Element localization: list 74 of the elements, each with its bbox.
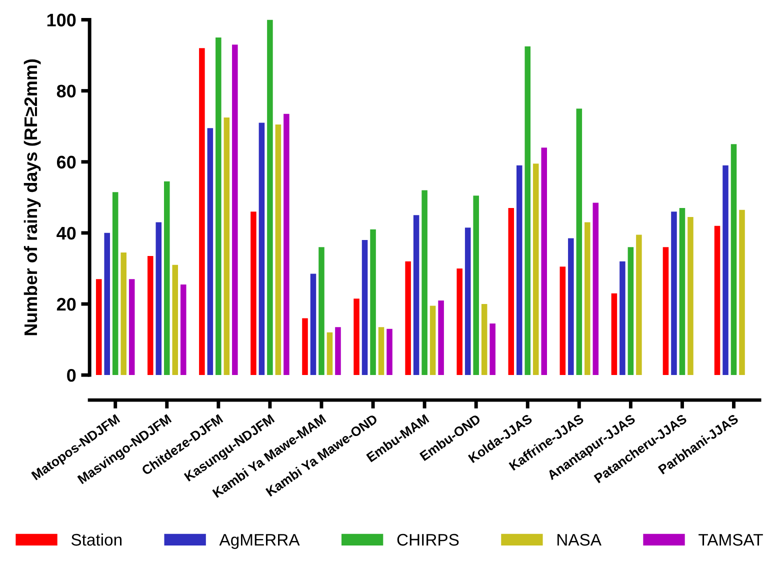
bar (120, 252, 126, 376)
bar (378, 327, 384, 376)
bar (422, 190, 428, 376)
bar (714, 226, 720, 376)
bar (96, 279, 102, 376)
bar (584, 222, 590, 376)
bar (302, 318, 308, 376)
y-tick-label: 100 (47, 14, 76, 26)
bar (662, 247, 669, 376)
bar (112, 192, 118, 376)
y-tick-label: 0 (67, 368, 76, 382)
bar (671, 212, 677, 376)
bar (172, 264, 178, 376)
bar (180, 284, 186, 376)
legend-label: TAMSAT (698, 534, 763, 546)
bar (430, 306, 436, 376)
bar (464, 228, 471, 376)
bar (104, 232, 110, 376)
y-tick-label: 80 (56, 84, 76, 98)
bar (275, 124, 282, 376)
bar (335, 327, 341, 376)
bar (636, 234, 642, 376)
bar (148, 256, 154, 376)
bar (481, 304, 488, 376)
bar (628, 247, 634, 376)
bar (508, 208, 514, 376)
legend-label: NASA (557, 534, 602, 546)
bar (405, 261, 411, 376)
bar (156, 222, 162, 376)
bar (560, 266, 566, 376)
bar (688, 216, 694, 376)
legend-label: Station (71, 533, 122, 546)
bar (164, 181, 170, 376)
y-axis-title: Number of rainy days (RF≥2mm) (24, 59, 41, 336)
bar (541, 148, 547, 376)
bar (473, 196, 479, 376)
bar (576, 108, 582, 376)
bar (456, 268, 462, 376)
bar (267, 20, 273, 376)
legend-label: CHIRPS (397, 534, 459, 546)
bar (730, 144, 737, 376)
bar (232, 44, 238, 376)
y-tick-label: 40 (56, 226, 76, 240)
bar (532, 164, 539, 376)
y-tick-label: 20 (56, 298, 76, 311)
bar (620, 261, 626, 376)
bar (207, 128, 214, 376)
bar (438, 300, 444, 376)
bar (310, 274, 316, 376)
bar (679, 208, 686, 376)
bar (568, 238, 574, 376)
bar (490, 324, 496, 376)
bar (318, 247, 324, 376)
legend-label: AgMERRA (219, 534, 300, 549)
bar (722, 165, 728, 376)
bar (216, 38, 222, 376)
y-tick-label: 60 (56, 156, 76, 169)
bar (592, 202, 599, 376)
bar (224, 117, 230, 376)
bar (413, 215, 420, 376)
bar (199, 48, 205, 376)
bar (524, 46, 531, 376)
bar (258, 122, 265, 376)
bar (250, 212, 256, 376)
bar (284, 114, 290, 376)
bar (128, 279, 135, 376)
bar (362, 240, 368, 376)
bar (516, 165, 522, 376)
bar (386, 328, 392, 376)
bar (739, 210, 745, 376)
bar (354, 298, 360, 376)
bar (326, 332, 333, 376)
bar (611, 293, 618, 376)
bar (370, 229, 376, 376)
